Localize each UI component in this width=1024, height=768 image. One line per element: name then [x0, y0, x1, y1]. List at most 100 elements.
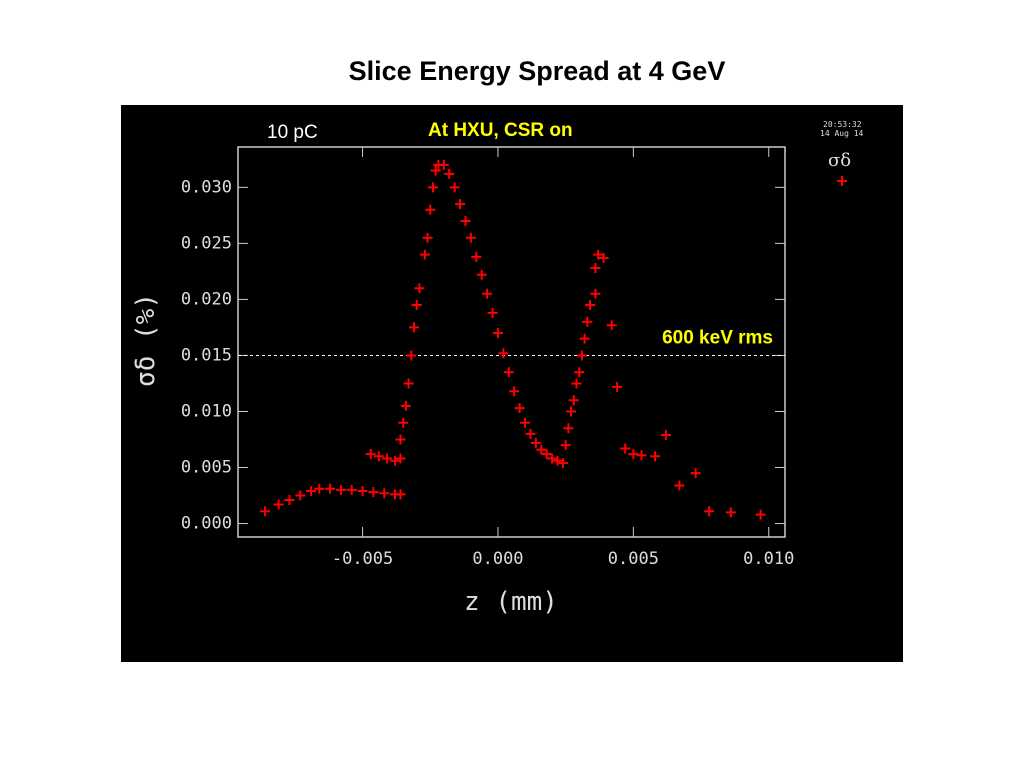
data-point — [357, 486, 368, 497]
data-point — [400, 400, 411, 411]
data-point — [381, 453, 392, 464]
data-point — [430, 165, 441, 176]
data-point — [395, 434, 406, 445]
data-point — [566, 406, 577, 417]
y-tick-label: 0.025 — [181, 233, 232, 253]
data-point — [576, 350, 587, 361]
data-point — [690, 468, 701, 479]
data-point — [563, 423, 574, 434]
data-point — [395, 453, 406, 464]
y-tick-label: 0.000 — [181, 514, 232, 534]
timestamp-time: 20:53:32 — [823, 120, 862, 129]
plot-background — [121, 105, 903, 662]
data-point — [571, 378, 582, 389]
data-point — [284, 495, 295, 506]
data-point — [471, 251, 482, 262]
data-point — [482, 288, 493, 299]
data-point — [498, 348, 509, 359]
data-point — [403, 378, 414, 389]
data-point — [419, 249, 430, 260]
data-point — [582, 316, 593, 327]
data-point — [444, 168, 455, 179]
data-point — [422, 232, 433, 243]
reference-label: 600 keV rms — [662, 327, 773, 348]
data-point — [574, 367, 585, 378]
data-point — [530, 437, 541, 448]
x-axis-label: z (mm) — [464, 587, 558, 617]
data-point — [590, 288, 601, 299]
data-point — [557, 458, 568, 469]
data-point — [620, 443, 631, 454]
data-point — [628, 449, 639, 460]
data-point — [590, 263, 601, 274]
data-point — [460, 215, 471, 226]
data-point — [395, 489, 406, 500]
data-point — [438, 159, 449, 170]
data-point — [514, 403, 525, 414]
data-point — [660, 430, 671, 441]
data-point — [541, 449, 552, 460]
data-point — [704, 506, 715, 517]
timestamp-date: 14 Aug 14 — [820, 129, 864, 138]
slide-title: Slice Energy Spread at 4 GeV — [349, 56, 726, 86]
data-point — [306, 486, 317, 497]
y-tick-label: 0.015 — [181, 345, 232, 365]
x-tick-label: -0.005 — [332, 549, 393, 569]
legend-marker — [837, 176, 847, 186]
data-point — [585, 300, 596, 311]
data-point — [414, 283, 425, 294]
data-point — [492, 328, 503, 339]
data-point — [465, 232, 476, 243]
data-point — [674, 480, 685, 491]
data-point — [568, 395, 579, 406]
data-point — [520, 417, 531, 428]
data-point — [579, 333, 590, 344]
data-point — [636, 450, 647, 461]
data-point — [260, 506, 271, 517]
x-tick-label: 0.000 — [472, 549, 523, 569]
data-point — [427, 182, 438, 193]
data-point — [503, 367, 514, 378]
data-point — [398, 417, 409, 428]
data-point — [368, 487, 379, 498]
y-tick-label: 0.020 — [181, 289, 232, 309]
data-point — [449, 182, 460, 193]
data-point — [314, 483, 325, 494]
data-point — [325, 483, 336, 494]
y-axis-label: σδ (%) — [131, 293, 161, 387]
data-point — [598, 252, 609, 263]
data-point — [509, 386, 520, 397]
x-tick-label: 0.005 — [608, 549, 659, 569]
data-point — [409, 322, 420, 333]
data-point — [536, 444, 547, 455]
data-point — [379, 488, 390, 499]
data-point — [487, 307, 498, 318]
data-point — [390, 455, 401, 466]
x-tick-label: 0.010 — [743, 549, 794, 569]
y-tick-label: 0.010 — [181, 401, 232, 421]
data-point — [373, 451, 384, 462]
data-point — [547, 453, 558, 464]
data-point — [525, 428, 536, 439]
data-point — [411, 300, 422, 311]
condition-label: At HXU, CSR on — [428, 120, 573, 141]
data-point — [593, 249, 604, 260]
data-point — [612, 381, 623, 392]
y-tick-label: 0.005 — [181, 458, 232, 478]
data-point — [650, 451, 661, 462]
charge-label: 10 pC — [267, 122, 318, 143]
plot-frame — [237, 146, 786, 538]
data-point — [476, 269, 487, 280]
legend-label: σδ — [828, 150, 851, 171]
data-point — [335, 484, 346, 495]
y-tick-label: 0.030 — [181, 177, 232, 197]
data-point — [425, 204, 436, 215]
data-point — [406, 350, 417, 361]
data-point — [273, 499, 284, 510]
data-point — [560, 440, 571, 451]
data-point — [346, 484, 357, 495]
data-point — [455, 199, 466, 210]
data-point — [552, 455, 563, 466]
data-point — [365, 449, 376, 460]
